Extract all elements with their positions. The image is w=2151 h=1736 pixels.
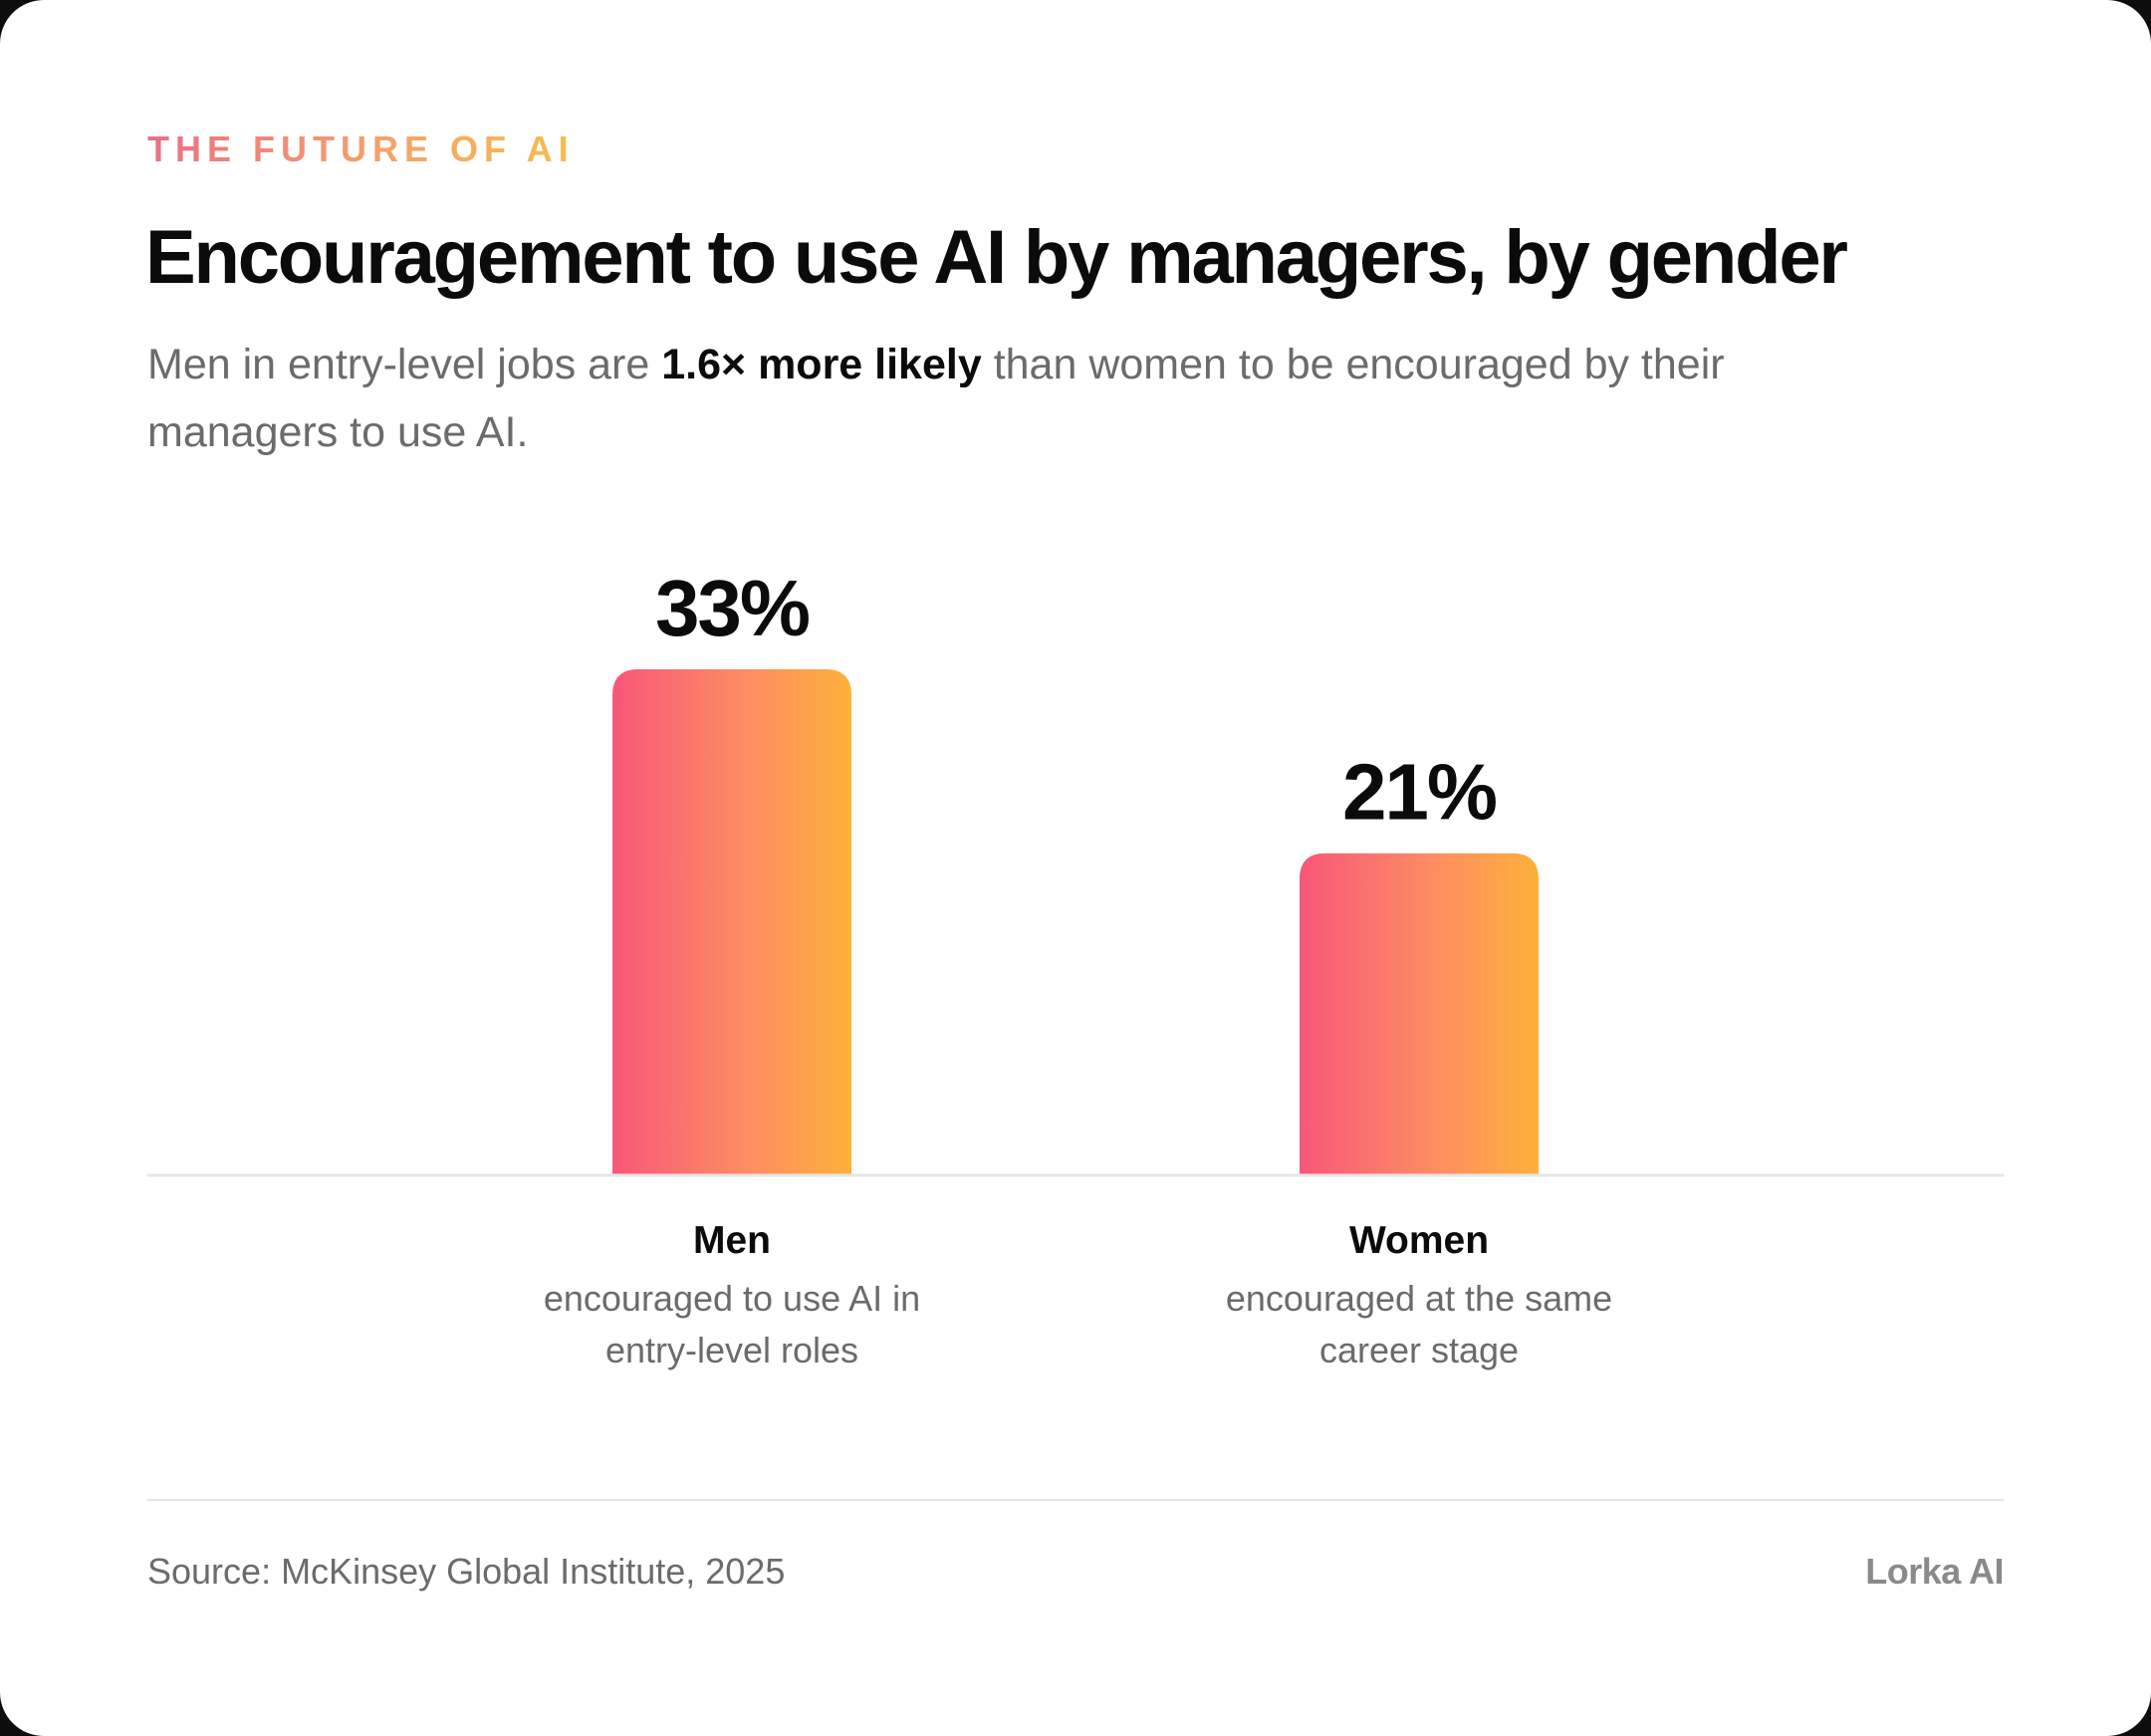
data-label-women: 21% (1342, 748, 1497, 837)
category-label-men: Men (693, 1219, 771, 1262)
data-label-men: 33% (655, 564, 810, 652)
brand-logo: Lorka AI (1865, 1551, 2004, 1592)
chart-subtitle: Men in entry-level jobs are 1.6× more li… (147, 331, 1781, 466)
eyebrow-label: THE FUTURE OF AI (147, 128, 575, 169)
subtitle-lead: Men in entry-level jobs are (147, 341, 662, 388)
source-note: Source: McKinsey Global Institute, 2025 (147, 1551, 786, 1592)
footer-divider (147, 1499, 2004, 1501)
bar-women (1300, 853, 1539, 1175)
bars-group (612, 669, 1539, 1175)
subtitle-highlight: 1.6× more likely (661, 341, 982, 388)
category-description-men: encouraged to use AI in entry-level role… (543, 1278, 921, 1370)
chart-title: Encouragement to use AI by managers, by … (145, 215, 1848, 300)
subtitle-tail: than women to be encouraged by their man… (147, 341, 1725, 456)
bar-men (612, 669, 851, 1175)
category-description-women: encouraged at the same career stage (1225, 1278, 1613, 1370)
category-label-women: Women (1348, 1219, 1490, 1262)
